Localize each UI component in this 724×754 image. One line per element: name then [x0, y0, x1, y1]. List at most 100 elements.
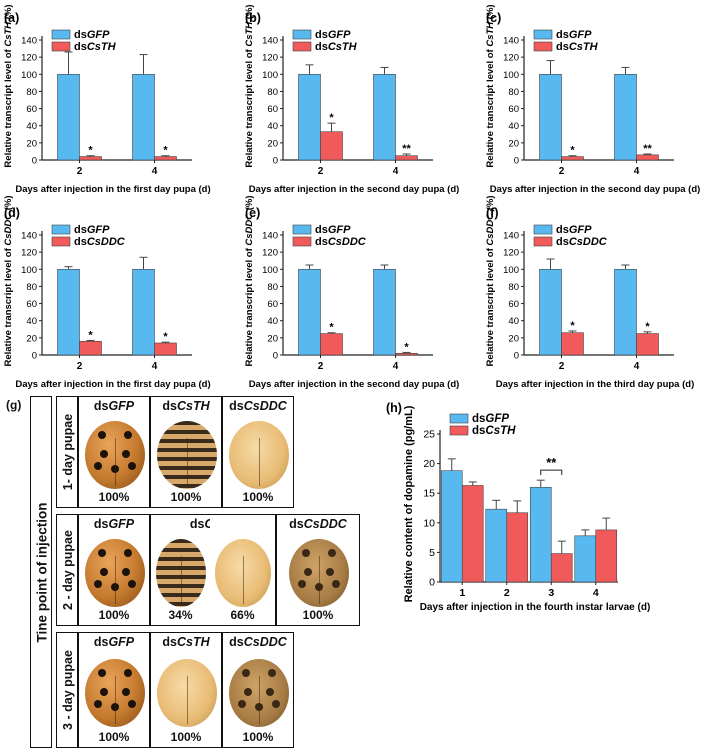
legend-swatch [533, 224, 553, 235]
x-tick-label: 4 [152, 361, 158, 372]
beetle-pupa-photo [85, 539, 145, 607]
panel-tag-c: (c) [486, 11, 501, 25]
bar-dsCsTH-2 [506, 512, 529, 583]
x-tick-label: 2 [559, 166, 565, 177]
x-tick-label: 2 [77, 166, 83, 177]
chart-panel-e: (e) Relative transcript level of CsDDC (%… [241, 195, 482, 390]
elytra-seam [114, 676, 116, 724]
beetle-spot [301, 548, 310, 557]
y-tick-label: 120 [262, 248, 278, 259]
phenotype-percentage: 66% [230, 608, 255, 622]
bar-dsCsTH-1 [461, 485, 484, 583]
treatment-label: dsCsTH [151, 635, 221, 649]
y-tick-label: 20 [267, 333, 278, 344]
beetle-spot [124, 668, 133, 677]
beetle-spot [298, 579, 307, 588]
y-tick-label: 5 [429, 547, 435, 559]
phenotype-percentage: 100% [98, 490, 130, 504]
legend-swatch [292, 29, 312, 40]
phenotype-cell: dsCsDDC 100% [222, 632, 294, 748]
panel-tag-f: (f) [486, 206, 499, 220]
x-axis-label-e: Days after injection in the second day p… [249, 379, 460, 390]
legend-entry: dsGFP [315, 224, 351, 236]
legend-entry: dsGFP [315, 29, 351, 41]
x-tick-label: 2 [318, 166, 324, 177]
bar-dsCsTH-4 [636, 154, 659, 161]
significance-mark: ** [546, 455, 557, 470]
legend-entry: dsCsTH [472, 425, 516, 437]
legend-swatch [51, 224, 71, 235]
y-tick-label: 20 [508, 138, 519, 149]
bar-dsCsTH-4 [595, 529, 618, 583]
treatment-gene: CsDDC [243, 399, 287, 413]
significance-mark: * [570, 145, 575, 157]
treatment-prefix: ds [93, 517, 109, 531]
phenotype-cell: dsCsTH 100% [150, 396, 222, 508]
x-axis-label-c: Days after injection in the second day p… [490, 184, 701, 195]
legend-entry: dsGFP [472, 413, 509, 425]
x-axis-label-b: Days after injection in the second day p… [249, 184, 460, 195]
x-tick-label: 2 [504, 587, 510, 599]
bar-dsCsTH-3 [550, 553, 573, 583]
y-tick-label: 100 [262, 70, 278, 81]
y-tick-label: 60 [267, 299, 278, 310]
x-tick-label: 4 [634, 361, 640, 372]
treatment-label: dsGFP [79, 517, 149, 531]
beetle-pupa-photo [157, 421, 217, 489]
bar-dsCsDDC-4 [395, 352, 418, 356]
treatment-label: dsCsDDC [277, 517, 359, 531]
legend-swatch [51, 29, 71, 40]
beetle-spot [97, 548, 106, 557]
significance-mark: ** [643, 143, 652, 155]
elytra-seam [180, 556, 182, 604]
bar-dsCsTH-2 [320, 131, 343, 161]
treatment-prefix: ds [289, 517, 304, 531]
panel-tag-h: (h) [386, 401, 402, 415]
y-axis-label-e: Relative transcript level of CsDDC (%) [244, 195, 255, 366]
bar-dsGFP-2 [57, 268, 80, 356]
legend-entry: dsCsTH [315, 41, 358, 53]
y-tick-label: 120 [21, 53, 37, 64]
bar-dsCsTH-2 [79, 156, 102, 161]
significance-mark: * [88, 145, 93, 157]
legend-entry: dsCsTH [74, 41, 117, 53]
y-tick-label: 0 [514, 351, 519, 362]
y-tick-label: 100 [21, 265, 37, 276]
bar-dsGFP-1 [440, 470, 463, 583]
beetle-spot [124, 548, 133, 557]
x-tick-label: 2 [559, 361, 565, 372]
y-tick-label: 80 [26, 87, 37, 98]
beetle-spot [271, 699, 280, 708]
elytra-seam [186, 676, 188, 724]
bar-dsCsDDC-4 [636, 333, 659, 356]
beetle-spot [100, 449, 109, 458]
y-tick-label: 80 [267, 87, 278, 98]
y-tick-label: 60 [508, 104, 519, 115]
y-tick-label: 20 [26, 138, 37, 149]
time-point-label-text: Tine point of injection [34, 502, 50, 643]
chart-panel-c: (c) Relative transcript level of CsTH (%)… [482, 0, 724, 195]
bar-dsGFP-2 [298, 268, 321, 356]
chart-e-svg: (e)Relative transcript level of CsDDC (%… [244, 195, 460, 390]
legend-swatch [449, 413, 469, 424]
phenotype-grid: Tine point of injection 1- day pupae dsGFP… [14, 396, 360, 748]
treatment-prefix: ds [189, 517, 205, 531]
beetle-spot [121, 449, 130, 458]
beetle-spot [127, 579, 136, 588]
treatment-gene: GFP [108, 635, 135, 649]
phenotype-percentage: 100% [170, 730, 202, 744]
chart-panel-b: (b) Relative transcript level of CsTH (%)… [241, 0, 482, 195]
bar-dsGFP-4 [614, 73, 637, 161]
beetle-spot [97, 668, 106, 677]
beetle-spot [94, 579, 103, 588]
legend-entry: dsGFP [74, 224, 110, 236]
beetle-pupa-photo [156, 539, 206, 607]
phenotype-percentage: 100% [302, 608, 334, 622]
y-tick-label: 15 [423, 488, 435, 500]
y-tick-label: 60 [508, 299, 519, 310]
row-label-text: 3 - day pupae [61, 650, 75, 730]
legend-entry: dsGFP [74, 29, 110, 41]
significance-mark: * [163, 331, 168, 343]
phenotype-cell: dsCsTH34% [150, 514, 237, 626]
y-tick-label: 25 [423, 429, 435, 441]
